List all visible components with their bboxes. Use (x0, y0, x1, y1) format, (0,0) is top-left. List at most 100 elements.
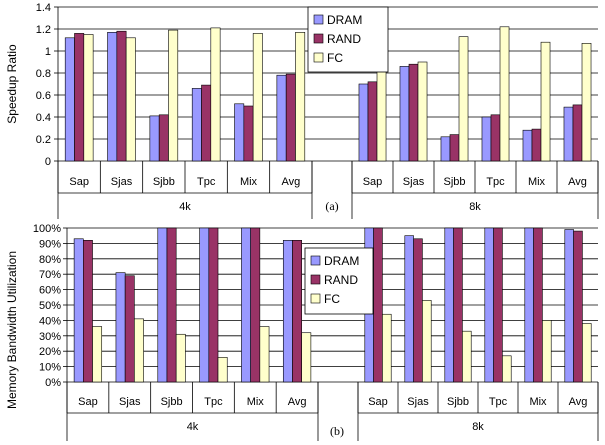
bar-4k-sjbb-fc (175, 333, 186, 383)
category-label: Sjbb (447, 396, 469, 408)
y-tick-label: 50% (39, 300, 61, 312)
bar-8k-mix-fc (540, 41, 551, 162)
bar-4k-tpc-fc (210, 27, 221, 162)
category-label: Mix (529, 396, 547, 408)
category-label: Avg (568, 176, 587, 188)
y-tick-label: 0 (45, 156, 51, 168)
bar-8k-sap-rand (373, 227, 383, 383)
y-axis-title: Speedup Ratio (5, 44, 19, 124)
y-tick-label: 80% (39, 254, 61, 266)
category-label: Avg (281, 176, 300, 188)
bar-4k-mix-dram (241, 227, 251, 383)
bar-4k-sjbb-dram (157, 227, 168, 383)
category-label: Sap (368, 396, 388, 408)
bar-4k-mix-fc (259, 326, 270, 383)
bar-4k-mix-rand (250, 227, 261, 383)
category-label: Sjas (119, 396, 141, 408)
category-label: Sap (69, 176, 89, 188)
bar-8k-avg-rand (572, 104, 583, 162)
bar-8k-mix-dram (522, 129, 533, 162)
y-axis-title: Memory Bandwidth Utilization (5, 251, 19, 409)
bar-8k-sap-rand (367, 81, 378, 162)
bar-4k-avg-rand (285, 73, 296, 162)
chart-b: 0% 10% 20% 30% 40% 50% 60% 70% 80% 90% 100% Memory … (5, 223, 599, 441)
legend-label-dram: DRAM (327, 13, 362, 27)
category-label: Tpc (489, 396, 508, 408)
bar-8k-avg-fc (581, 42, 592, 162)
category-label: Mix (247, 396, 265, 408)
bar-4k-sjas-fc (134, 318, 144, 383)
bar-8k-mix-fc (542, 320, 552, 383)
category-label: Sjas (111, 176, 133, 188)
y-tick-label: 0.8 (36, 68, 51, 80)
legend: DRAM RAND FC (304, 247, 374, 315)
bar-8k-avg-dram (563, 106, 574, 162)
bar-4k-sjas-dram (115, 272, 126, 383)
category-label: Mix (528, 176, 546, 188)
legend-swatch-fc (310, 293, 321, 304)
category-label: Mix (240, 176, 258, 188)
bar-8k-tpc-rand (493, 227, 503, 383)
bar-8k-mix-rand (533, 227, 543, 383)
y-tick-label: 0% (45, 377, 61, 389)
y-tick-label: 70% (39, 269, 61, 281)
bar-8k-sjbb-fc (462, 330, 472, 383)
bar-8k-mix-rand (531, 128, 542, 162)
legend: DRAM RAND FC (307, 6, 389, 73)
category-label: Tpc (204, 396, 223, 408)
y-tick-label: 0.6 (36, 90, 51, 102)
bar-4k-tpc-dram (191, 88, 202, 162)
y-tick-label: 1.4 (36, 2, 51, 14)
bar-8k-avg-fc (582, 323, 592, 383)
legend-label-rand: RAND (324, 273, 358, 287)
y-tick-label: 20% (39, 346, 61, 358)
bar-4k-sjas-dram (107, 31, 118, 162)
category-label: Tpc (197, 176, 216, 188)
category-label: Sjas (403, 176, 425, 188)
bar-8k-sjbb-dram (440, 136, 451, 162)
y-tick-label: 0.4 (36, 112, 51, 124)
bar-4k-tpc-dram (199, 227, 210, 383)
bar-4k-avg-rand (292, 240, 302, 383)
bar-4k-tpc-rand (201, 84, 212, 162)
bar-8k-sjbb-dram (444, 227, 454, 383)
bar-4k-sap-dram (64, 37, 75, 162)
category-label: Sap (78, 396, 98, 408)
legend-swatch-rand (310, 274, 321, 285)
bar-8k-avg-rand (573, 230, 583, 383)
bar-4k-mix-fc (252, 33, 263, 162)
bar-8k-sjbb-fc (458, 36, 469, 162)
bar-4k-avg-dram (276, 74, 287, 162)
bar-8k-tpc-fc (502, 355, 512, 383)
subfigure-label: (a) (325, 199, 338, 213)
bar-4k-mix-rand (243, 105, 254, 162)
bar-8k-sjbb-rand (449, 134, 460, 162)
bar-8k-sjas-fc (417, 61, 428, 162)
bar-8k-tpc-rand (490, 114, 501, 162)
bar-8k-sjas-rand (408, 63, 419, 162)
group-label: 4k (187, 421, 199, 433)
bar-8k-mix-dram (524, 227, 534, 383)
legend-label-dram: DRAM (324, 254, 359, 268)
y-tick-label: 60% (39, 285, 61, 297)
bar-8k-sjbb-rand (453, 227, 463, 383)
bar-4k-sjbb-rand (166, 227, 177, 383)
category-label: Sjbb (443, 176, 465, 188)
y-tick-label: 1 (45, 46, 51, 58)
y-tick-label: 40% (39, 315, 61, 327)
bar-4k-sap-fc (92, 326, 103, 383)
bar-8k-sjas-fc (422, 300, 432, 383)
y-tick-label: 1.2 (36, 24, 51, 36)
bar-4k-avg-dram (282, 240, 293, 383)
bar-4k-avg-fc (301, 332, 312, 383)
legend-swatch-fc (313, 52, 324, 63)
category-label: Tpc (486, 176, 505, 188)
legend-swatch-dram (310, 255, 321, 266)
legend-label-fc: FC (327, 51, 343, 65)
bar-4k-avg-fc (295, 31, 306, 162)
bar-8k-tpc-fc (499, 26, 510, 162)
group-label: 8k (472, 421, 484, 433)
bar-4k-sjas-rand (124, 275, 135, 383)
bar-4k-tpc-fc (217, 357, 228, 383)
y-tick-label: 30% (39, 331, 61, 343)
